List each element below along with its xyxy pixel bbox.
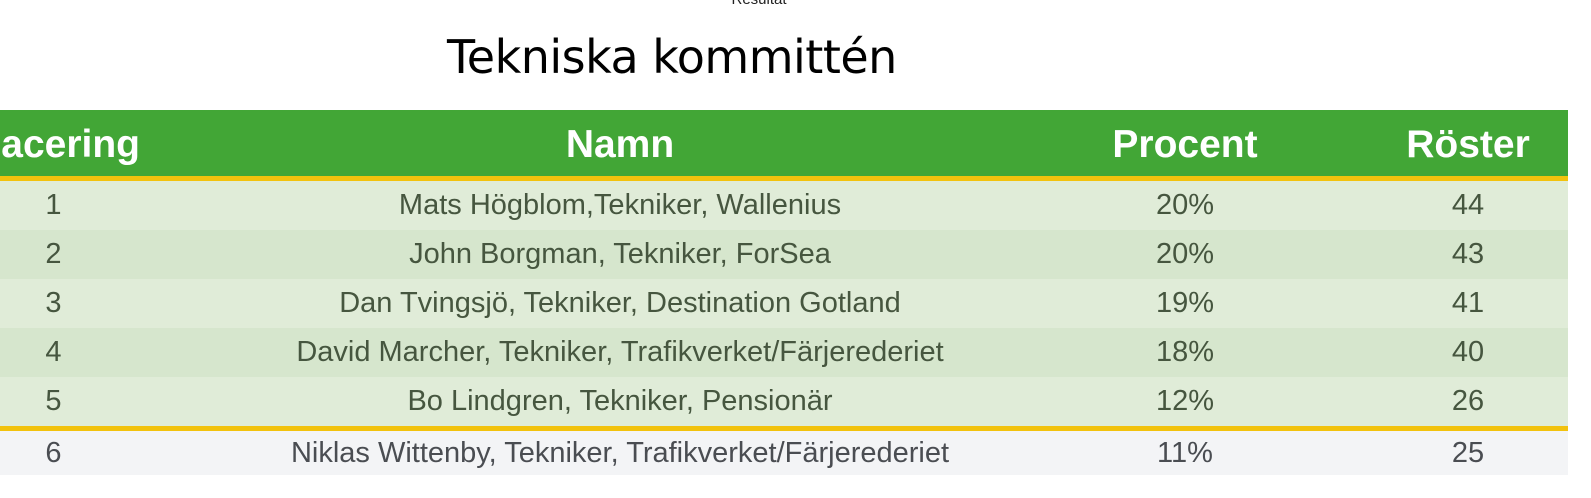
table-row: 1 Mats Högblom,Tekniker, Wallenius 20% 4… — [0, 181, 1568, 230]
name-cell: Mats Högblom,Tekniker, Wallenius — [398, 189, 842, 221]
votes-cell: 43 — [1451, 238, 1485, 270]
name-cell: Dan Tvingsjö, Tekniker, Destination Gotl… — [339, 287, 901, 319]
column-header-roster: Röster — [1406, 123, 1530, 166]
name-cell: John Borgman, Tekniker, ForSea — [409, 238, 831, 270]
percent-cell: 18% — [1155, 336, 1215, 368]
percent-cell: 20% — [1155, 238, 1215, 270]
column-header-namn: Namn — [565, 123, 675, 166]
votes-cell: 26 — [1451, 385, 1485, 417]
column-header-placering: Placering — [0, 123, 140, 166]
name-cell: Bo Lindgren, Tekniker, Pensionär — [407, 385, 833, 417]
percent-cell: 12% — [1155, 385, 1215, 417]
votes-cell: 25 — [1451, 437, 1485, 469]
place-cell: 1 — [45, 189, 62, 221]
place-cell: 3 — [45, 287, 62, 319]
results-table: Placering Namn Procent Röster 1 Mats Hög… — [0, 110, 1568, 475]
table-row-below-cutoff: 6 Niklas Wittenby, Tekniker, Trafikverke… — [0, 426, 1568, 475]
votes-cell: 40 — [1451, 336, 1485, 368]
page-title: Tekniska kommittén — [447, 30, 897, 84]
place-cell: 4 — [45, 336, 62, 368]
table-header: Placering Namn Procent Röster — [0, 110, 1568, 181]
column-header-procent: Procent — [1112, 123, 1258, 166]
results-label: Resultat — [0, 0, 1518, 8]
percent-cell: 11% — [1157, 437, 1213, 469]
table-row: 4 David Marcher, Tekniker, Trafikverket/… — [0, 328, 1568, 377]
votes-cell: 41 — [1451, 287, 1485, 319]
place-cell: 6 — [45, 437, 62, 469]
place-cell: 5 — [45, 385, 62, 417]
table-row: 5 Bo Lindgren, Tekniker, Pensionär 12% 2… — [0, 377, 1568, 426]
name-cell: David Marcher, Tekniker, Trafikverket/Fä… — [296, 336, 944, 368]
table-row: 2 John Borgman, Tekniker, ForSea 20% 43 — [0, 230, 1568, 279]
votes-cell: 44 — [1451, 189, 1485, 221]
place-cell: 2 — [45, 238, 62, 270]
percent-cell: 20% — [1155, 189, 1215, 221]
table-row: 3 Dan Tvingsjö, Tekniker, Destination Go… — [0, 279, 1568, 328]
percent-cell: 19% — [1155, 287, 1215, 319]
name-cell: Niklas Wittenby, Tekniker, Trafikverket/… — [290, 437, 950, 469]
